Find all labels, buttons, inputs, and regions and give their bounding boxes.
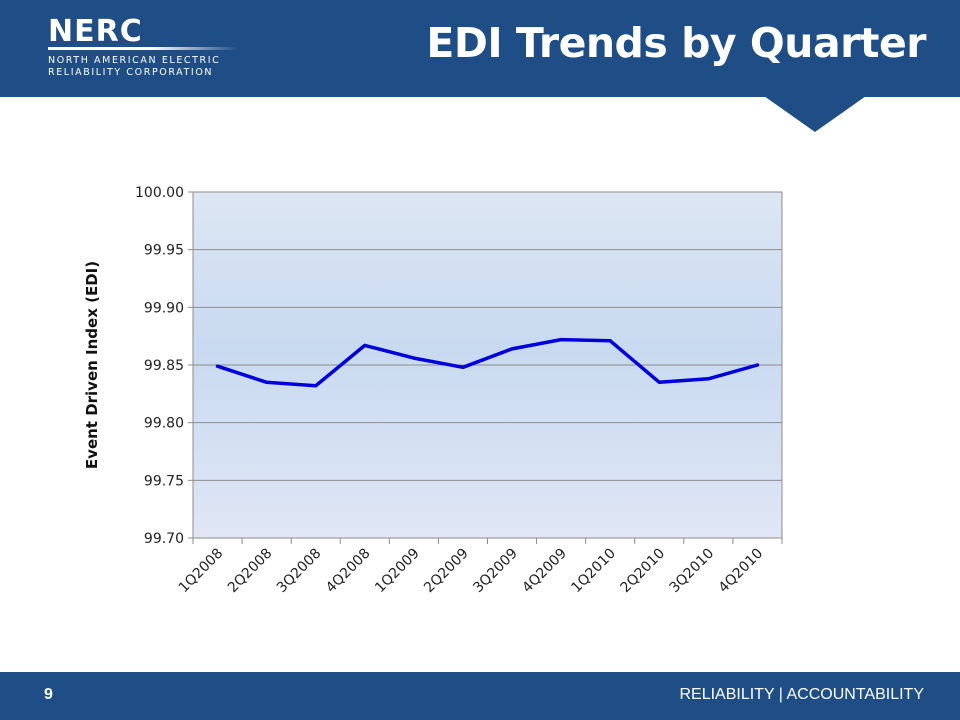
y-tick-label: 99.85	[144, 358, 184, 374]
x-tick-label: 3Q2010	[667, 546, 718, 597]
data-point	[314, 384, 318, 388]
y-tick-label: 99.80	[144, 416, 184, 432]
x-tick-label: 4Q2008	[323, 546, 374, 597]
logo-subtitle-line-2: RELIABILITY CORPORATION	[48, 67, 214, 78]
data-point	[755, 363, 759, 367]
edi-series-line	[215, 337, 760, 388]
edi-line-chart: 99.70 99.75 99.80 99.85 99.90 99.95 100.00 1Q2…	[83, 185, 783, 597]
data-point	[412, 356, 416, 360]
data-point	[363, 343, 367, 347]
footer-bar: 9 RELIABILITY | ACCOUNTABILITY	[0, 672, 960, 720]
slide-title: EDI Trends by Quarter	[426, 19, 926, 67]
gridlines	[193, 249, 782, 481]
y-tick-label: 99.95	[144, 243, 184, 259]
y-axis-ticks: 99.70 99.75 99.80 99.85 99.90 99.95 100.00	[135, 185, 193, 547]
data-point	[461, 365, 465, 369]
y-tick-label: 99.75	[144, 473, 184, 489]
data-point	[559, 338, 563, 342]
footer-tagline: RELIABILITY | ACCOUNTABILITY	[679, 686, 924, 703]
nerc-logo: NERC NORTH AMERICAN ELECTRIC RELIABILITY…	[48, 14, 248, 80]
data-point	[657, 380, 661, 384]
x-tick-label: 4Q2010	[716, 546, 767, 597]
y-tick-label: 99.70	[144, 531, 184, 547]
page-number: 9	[44, 686, 53, 703]
data-point	[608, 339, 612, 343]
series-group	[215, 337, 760, 388]
y-tick-label: 99.90	[144, 300, 184, 316]
logo-subtitle-line-1: NORTH AMERICAN ELECTRIC	[48, 55, 221, 66]
header-notch	[764, 96, 866, 132]
x-tick-label: 1Q2009	[372, 546, 423, 597]
x-tick-label: 1Q2008	[176, 546, 227, 597]
logo-wordmark: NERC	[48, 14, 143, 49]
data-point	[265, 380, 269, 384]
x-tick-label: 2Q2009	[421, 546, 472, 597]
data-point	[510, 347, 514, 351]
y-axis-label: Event Driven Index (EDI)	[83, 261, 101, 469]
x-tick-label: 3Q2009	[470, 546, 521, 597]
header-bar: NERC NORTH AMERICAN ELECTRIC RELIABILITY…	[0, 0, 960, 97]
x-axis-ticks: 1Q20082Q20083Q20084Q20081Q20092Q20093Q20…	[176, 538, 783, 597]
x-tick-label: 2Q2008	[225, 546, 276, 597]
data-point	[216, 364, 220, 368]
x-tick-label: 4Q2009	[519, 546, 570, 597]
logo-rule	[48, 47, 238, 50]
x-tick-label: 3Q2008	[274, 546, 325, 597]
x-tick-label: 1Q2010	[568, 546, 619, 597]
data-point	[706, 377, 710, 381]
y-tick-label: 100.00	[135, 185, 184, 201]
x-tick-label: 2Q2010	[618, 546, 669, 597]
